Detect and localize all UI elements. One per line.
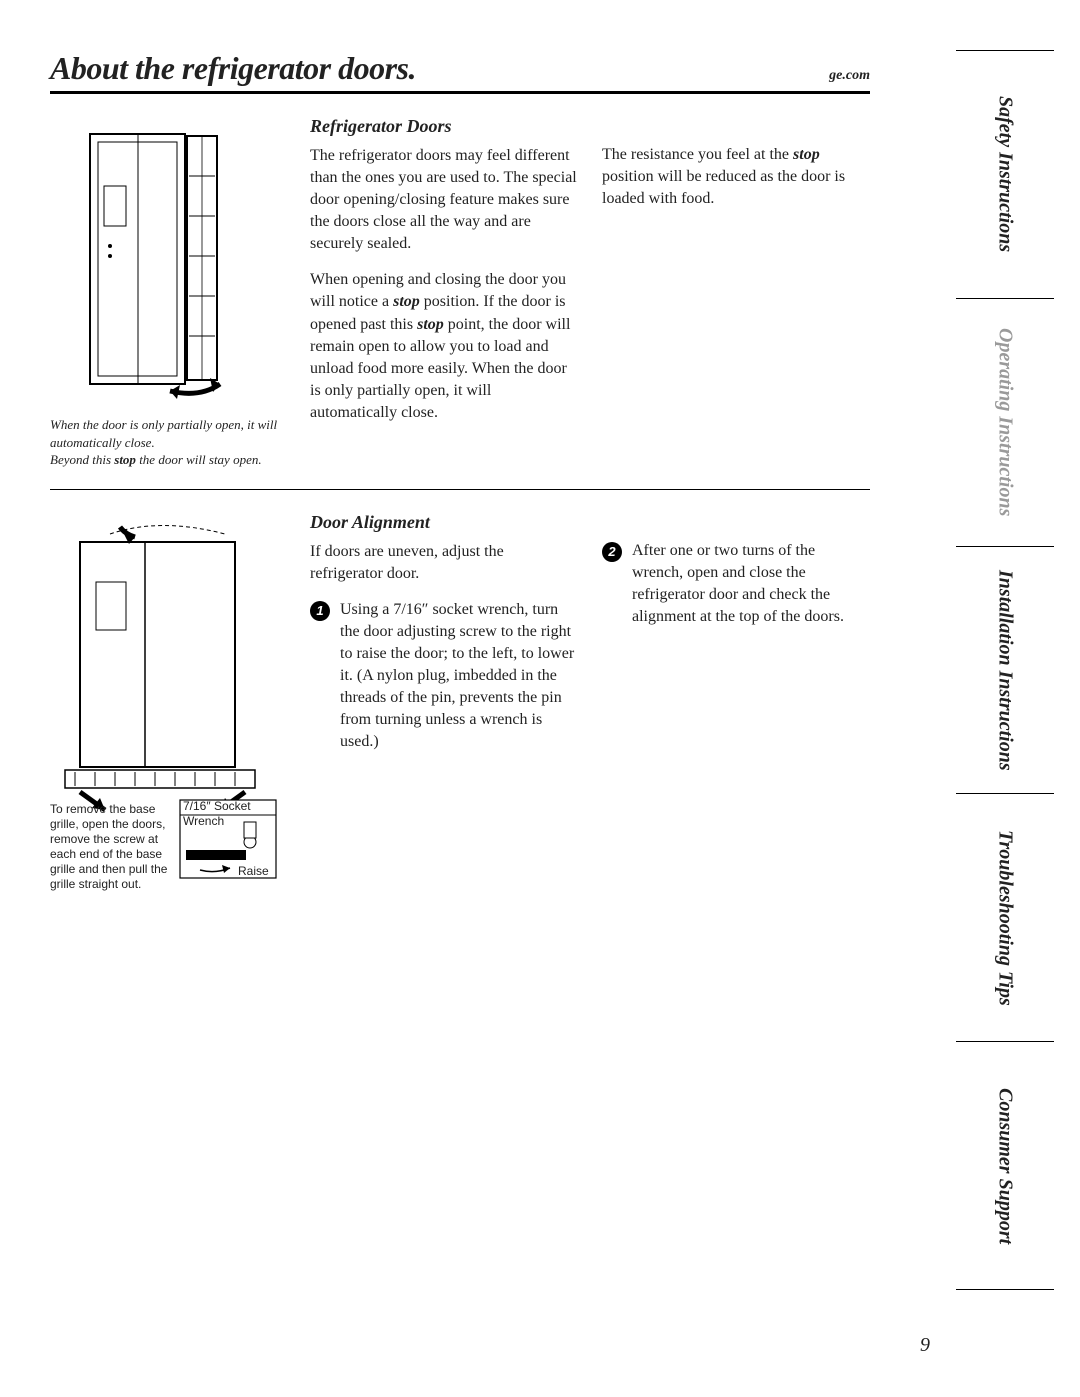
page-number: 9 bbox=[920, 1334, 930, 1357]
section2-heading: Door Alignment bbox=[310, 512, 578, 533]
tab-operating[interactable]: Operating Instructions bbox=[956, 298, 1054, 546]
section1-p1: The refrigerator doors may feel differen… bbox=[310, 145, 578, 255]
figure2-column: 7/16″ Socket Wrench To remove the base g… bbox=[50, 512, 280, 882]
section1-heading: Refrigerator Doors bbox=[310, 116, 578, 137]
section2-right-col: 2 After one or two turns of the wrench, … bbox=[602, 512, 870, 882]
section2-intro: If doors are uneven, adjust the refriger… bbox=[310, 541, 578, 585]
fig2-label-grille: To remove the base grille, open the door… bbox=[50, 802, 175, 892]
section1-p3: The resistance you feel at the stop posi… bbox=[602, 144, 870, 210]
tab-safety[interactable]: Safety Instructions bbox=[956, 50, 1054, 298]
figure1-illustration bbox=[50, 116, 280, 406]
section1-p2: When opening and closing the door you wi… bbox=[310, 269, 578, 424]
figure2-illustration: 7/16″ Socket Wrench To remove the base g… bbox=[50, 512, 280, 882]
tab-troubleshooting[interactable]: Troubleshooting Tips bbox=[956, 793, 1054, 1041]
step-2-text: After one or two turns of the wrench, op… bbox=[632, 540, 870, 628]
figure1-column: When the door is only partially open, it… bbox=[50, 116, 280, 469]
site-link: ge.com bbox=[829, 68, 870, 84]
step-2: 2 After one or two turns of the wrench, … bbox=[602, 540, 870, 628]
section-divider bbox=[50, 489, 870, 490]
caption-line2: Beyond this stop the door will stay open… bbox=[50, 451, 280, 469]
section1-right-col: The resistance you feel at the stop posi… bbox=[602, 116, 870, 469]
section1-text: Refrigerator Doors The refrigerator door… bbox=[310, 116, 870, 469]
figure1-caption: When the door is only partially open, it… bbox=[50, 416, 280, 469]
fig2-label-raise: Raise bbox=[238, 864, 269, 879]
page-title: About the refrigerator doors. bbox=[50, 50, 416, 87]
title-row: About the refrigerator doors. ge.com bbox=[50, 50, 870, 94]
section2-text: Door Alignment If doors are uneven, adju… bbox=[310, 512, 870, 882]
step-1-text: Using a 7/16″ socket wrench, turn the do… bbox=[340, 599, 578, 754]
sidebar-tabs: Safety Instructions Operating Instructio… bbox=[956, 50, 1054, 1290]
tab-installation[interactable]: Installation Instructions bbox=[956, 546, 1054, 794]
section-refrigerator-doors: When the door is only partially open, it… bbox=[50, 116, 870, 469]
step-2-badge: 2 bbox=[602, 542, 622, 562]
fig2-label-wrench: 7/16″ Socket Wrench bbox=[183, 799, 273, 829]
section2-left-col: Door Alignment If doors are uneven, adju… bbox=[310, 512, 578, 882]
page-content: About the refrigerator doors. ge.com bbox=[50, 50, 870, 902]
caption-line1: When the door is only partially open, it… bbox=[50, 416, 280, 451]
section1-left-col: Refrigerator Doors The refrigerator door… bbox=[310, 116, 578, 469]
step-1: 1 Using a 7/16″ socket wrench, turn the … bbox=[310, 599, 578, 754]
tab-consumer-support[interactable]: Consumer Support bbox=[956, 1041, 1054, 1290]
step-1-badge: 1 bbox=[310, 601, 330, 621]
section-door-alignment: 7/16″ Socket Wrench To remove the base g… bbox=[50, 512, 870, 882]
